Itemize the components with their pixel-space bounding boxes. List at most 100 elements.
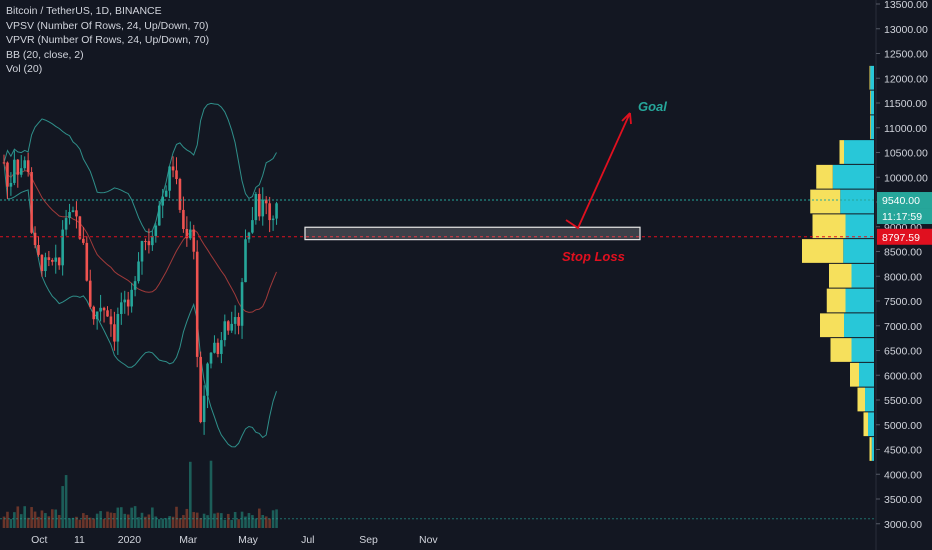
- volume-bar: [64, 475, 68, 528]
- candle-body: [171, 166, 175, 171]
- candle-body: [16, 159, 20, 175]
- candle-body: [95, 311, 99, 320]
- price-tick-label: 12500.00: [884, 49, 928, 61]
- vp-down-bar: [857, 387, 865, 412]
- candle-body: [189, 229, 192, 239]
- vp-up-bar: [840, 189, 874, 214]
- candle-body: [68, 212, 71, 219]
- volume-bar: [237, 519, 240, 528]
- candle-body: [133, 281, 137, 290]
- candle-body: [19, 168, 23, 175]
- candle-body: [209, 352, 213, 364]
- candle-body: [240, 282, 244, 326]
- goal-annotation: Goal: [638, 99, 667, 114]
- legend-bb[interactable]: BB (20, close, 2): [6, 48, 84, 61]
- candle-body: [44, 257, 47, 272]
- chart-overlays: [0, 112, 874, 520]
- candle-body: [254, 193, 258, 221]
- candle-body: [264, 199, 268, 204]
- vp-down-bar: [869, 65, 871, 90]
- volume-bar: [16, 506, 20, 528]
- volume-bar: [6, 511, 9, 528]
- volume-bar: [130, 507, 133, 528]
- bollinger-bands: [3, 102, 277, 448]
- vp-down-bar: [870, 90, 871, 115]
- countdown-label: 11:17:59: [882, 211, 922, 223]
- vp-up-bar: [865, 387, 874, 412]
- volume-bar: [23, 506, 26, 528]
- volume-profile: [802, 65, 874, 461]
- candle-body: [154, 225, 158, 236]
- volume-bar: [144, 516, 147, 528]
- candle-body: [61, 229, 64, 266]
- time-axis[interactable]: Oct 11 2020 Mar May Jul Sep Nov: [31, 534, 438, 546]
- time-tick-label: Jul: [301, 534, 314, 546]
- symbol-title[interactable]: Bitcoin / TetherUS, 1D, BINANCE: [6, 5, 162, 17]
- candle-body: [199, 356, 202, 423]
- candle-body: [40, 254, 44, 272]
- price-labels: 9540.00 11:17:59 8797.59: [877, 192, 932, 245]
- bb-basis-line: [3, 162, 277, 313]
- volume-bar: [37, 516, 40, 528]
- vp-up-bar: [851, 263, 874, 288]
- volume-bar: [206, 515, 209, 528]
- candle-body: [175, 170, 178, 180]
- candle-body: [109, 316, 113, 325]
- candle-body: [220, 340, 223, 354]
- volume-bar: [157, 519, 161, 528]
- candle-body: [116, 313, 120, 342]
- candle-body: [213, 342, 216, 353]
- volume-bar: [95, 513, 99, 528]
- candle-body: [230, 323, 233, 331]
- volume-bar: [113, 513, 116, 528]
- candle-body: [2, 162, 6, 164]
- volume-bar: [133, 506, 137, 528]
- price-tick-label: 10500.00: [884, 148, 928, 160]
- vp-up-bar: [871, 115, 874, 140]
- price-tick-label: 13000.00: [884, 24, 928, 36]
- volume-bar: [68, 518, 71, 528]
- candle-body: [144, 241, 147, 243]
- legend-vpvr[interactable]: VPVR (Number Of Rows, 24, Up/Down, 70): [6, 34, 210, 46]
- candle-body: [99, 307, 102, 312]
- volume-bar: [178, 518, 182, 528]
- candle-body: [30, 172, 33, 233]
- candle-body: [88, 280, 92, 307]
- volume-bar: [209, 460, 213, 528]
- price-tick-label: 5000.00: [884, 420, 922, 432]
- volume-bar: [261, 514, 265, 528]
- volume-bar: [78, 519, 82, 528]
- vp-up-bar: [832, 164, 874, 189]
- volume-bar: [171, 516, 175, 528]
- vp-up-bar: [871, 437, 874, 461]
- volume-bar: [233, 512, 237, 528]
- candle-body: [157, 205, 161, 226]
- volume-bar: [213, 513, 216, 528]
- volume-bar: [123, 513, 127, 528]
- volume-bar: [2, 516, 6, 528]
- time-tick-label: Mar: [179, 534, 198, 546]
- volume-bar: [164, 518, 168, 528]
- price-tick-label: 4000.00: [884, 469, 922, 481]
- volume-bar: [30, 507, 33, 528]
- volume-bar: [189, 461, 192, 528]
- volume-bar: [175, 506, 178, 528]
- volume-bar: [254, 518, 258, 528]
- volume-bar: [185, 508, 189, 528]
- vp-down-bar: [816, 164, 833, 189]
- volume-bar: [264, 516, 268, 528]
- volume-bar: [268, 518, 271, 528]
- candle-body: [51, 259, 54, 262]
- legend-vpsv[interactable]: VPSV (Number Of Rows, 24, Up/Down, 70): [6, 19, 209, 32]
- volume-bar: [92, 518, 95, 528]
- price-tick-label: 6500.00: [884, 346, 922, 358]
- time-tick-label: Sep: [359, 534, 378, 546]
- volume-bar: [26, 517, 30, 528]
- level-price-label-bg: [877, 228, 932, 245]
- legend-vol[interactable]: Vol (20): [6, 63, 43, 75]
- countdown-label-bg: [877, 208, 932, 225]
- candle-body: [226, 321, 230, 331]
- candle-body: [206, 363, 209, 396]
